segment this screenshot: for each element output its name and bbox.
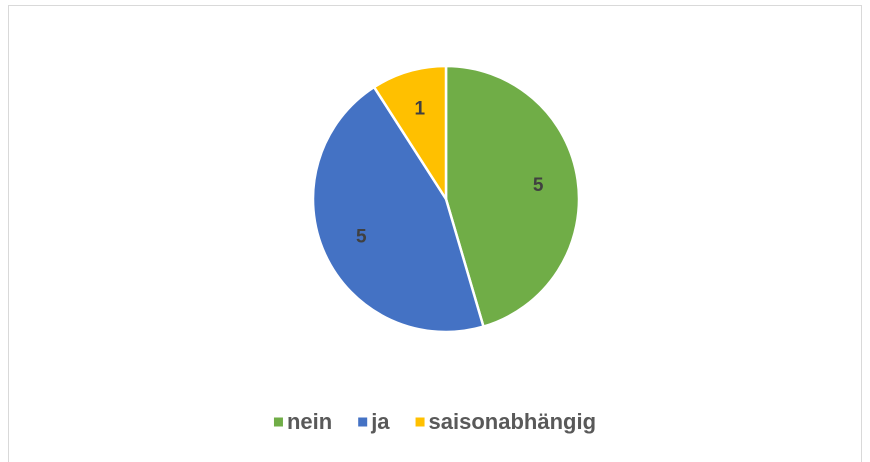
pie-slice — [311, 85, 486, 334]
legend-marker — [358, 417, 368, 427]
pie-slice — [372, 64, 448, 204]
data-label: 5 — [533, 175, 544, 196]
legend-label: nein — [287, 409, 332, 434]
pie-slice — [444, 64, 581, 329]
legend-marker — [415, 417, 425, 427]
legend-label: saisonabhängig — [429, 409, 596, 434]
legend-label: ja — [370, 409, 390, 434]
data-label: 5 — [356, 227, 367, 248]
legend-marker — [273, 417, 283, 427]
data-label: 1 — [414, 99, 425, 120]
